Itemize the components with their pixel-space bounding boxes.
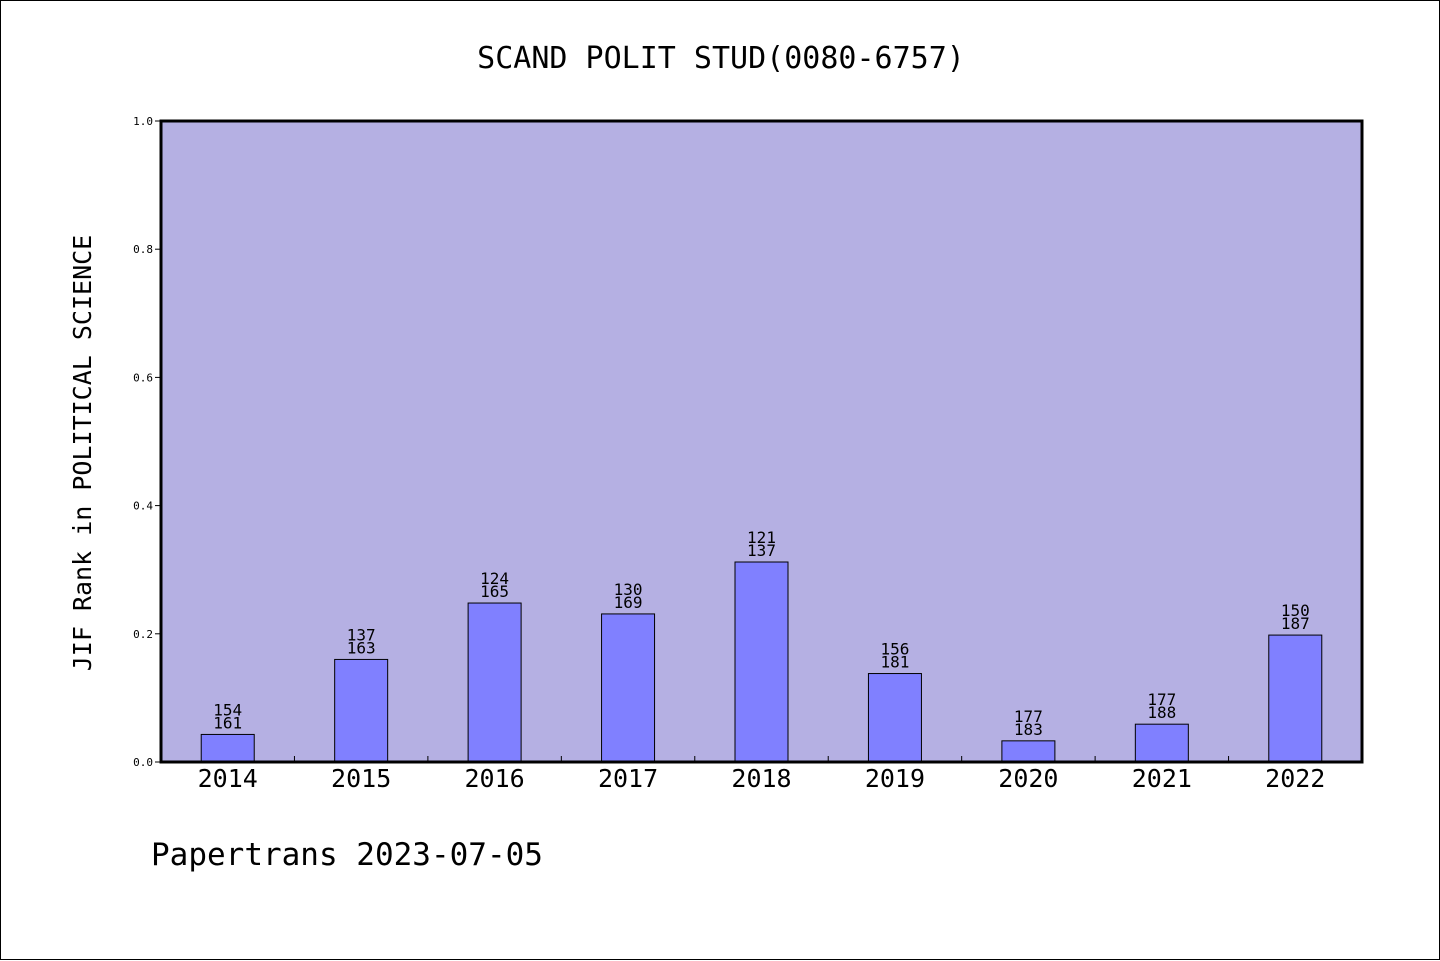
x-tick-label: 2022 [1265, 764, 1325, 793]
x-tick-label: 2014 [198, 764, 258, 793]
bar-rank-label: 150 [1281, 601, 1310, 620]
chart-title: SCAND POLIT STUD(0080-6757) [477, 41, 965, 76]
bar-rank-label: 177 [1147, 690, 1176, 709]
y-tick-label: 0.0 [133, 756, 153, 769]
plot-border [159, 119, 1364, 764]
y-axis-ticks: 0.0 0.2 0.4 0.6 0.8 1.0 [133, 115, 161, 769]
bar-total-label: 163 [347, 638, 376, 657]
bar-total-label: 169 [614, 593, 643, 612]
bar-total-label: 188 [1147, 703, 1176, 722]
bar-total-label: 181 [880, 653, 909, 672]
bar-rank-label: 177 [1014, 707, 1043, 726]
x-tick-label: 2016 [465, 764, 525, 793]
bar-rank-label: 130 [614, 580, 643, 599]
x-tick-label: 2019 [865, 764, 925, 793]
bar-2017 [601, 613, 656, 763]
x-tick-label: 2021 [1132, 764, 1192, 793]
y-tick-label: 0.4 [133, 500, 153, 513]
x-tick-label: 2018 [731, 764, 791, 793]
x-tick-label: 2017 [598, 764, 658, 793]
bar-total-label: 161 [213, 713, 242, 732]
bar-total-label: 137 [747, 541, 776, 560]
bar-rank-label: 124 [480, 569, 509, 588]
y-axis-label: JIF Rank in POLITICAL SCIENCE [68, 235, 97, 672]
bar-2014 [200, 733, 255, 763]
x-tick-label: 2015 [331, 764, 391, 793]
bar-total-label: 165 [480, 582, 509, 601]
bar-total-label: 183 [1014, 720, 1043, 739]
bar-2016 [467, 602, 522, 763]
bar-2021 [1134, 723, 1189, 763]
bar-rank-label: 121 [747, 528, 776, 547]
y-tick-label: 0.8 [133, 243, 153, 256]
bar-rank-label: 137 [347, 625, 376, 644]
bar-2020 [1001, 740, 1056, 763]
footer-text: Papertrans 2023-07-05 [151, 837, 543, 873]
x-axis-ticks: 2014 2015 2016 2017 2018 2019 2020 2021 2022 [198, 756, 1325, 793]
y-tick-label: 1.0 [133, 115, 153, 128]
y-tick-label: 0.2 [133, 628, 153, 641]
bars [200, 561, 1323, 763]
bar-2019 [867, 673, 922, 763]
x-tick-label: 2020 [998, 764, 1058, 793]
y-tick-label: 0.6 [133, 371, 153, 384]
bar-2015 [334, 658, 389, 763]
bar-rank-label: 154 [213, 700, 242, 719]
bar-total-label: 187 [1281, 614, 1310, 633]
bar-rank-label: 156 [880, 640, 909, 659]
bar-2022 [1268, 634, 1323, 763]
bar-2018 [734, 561, 789, 763]
